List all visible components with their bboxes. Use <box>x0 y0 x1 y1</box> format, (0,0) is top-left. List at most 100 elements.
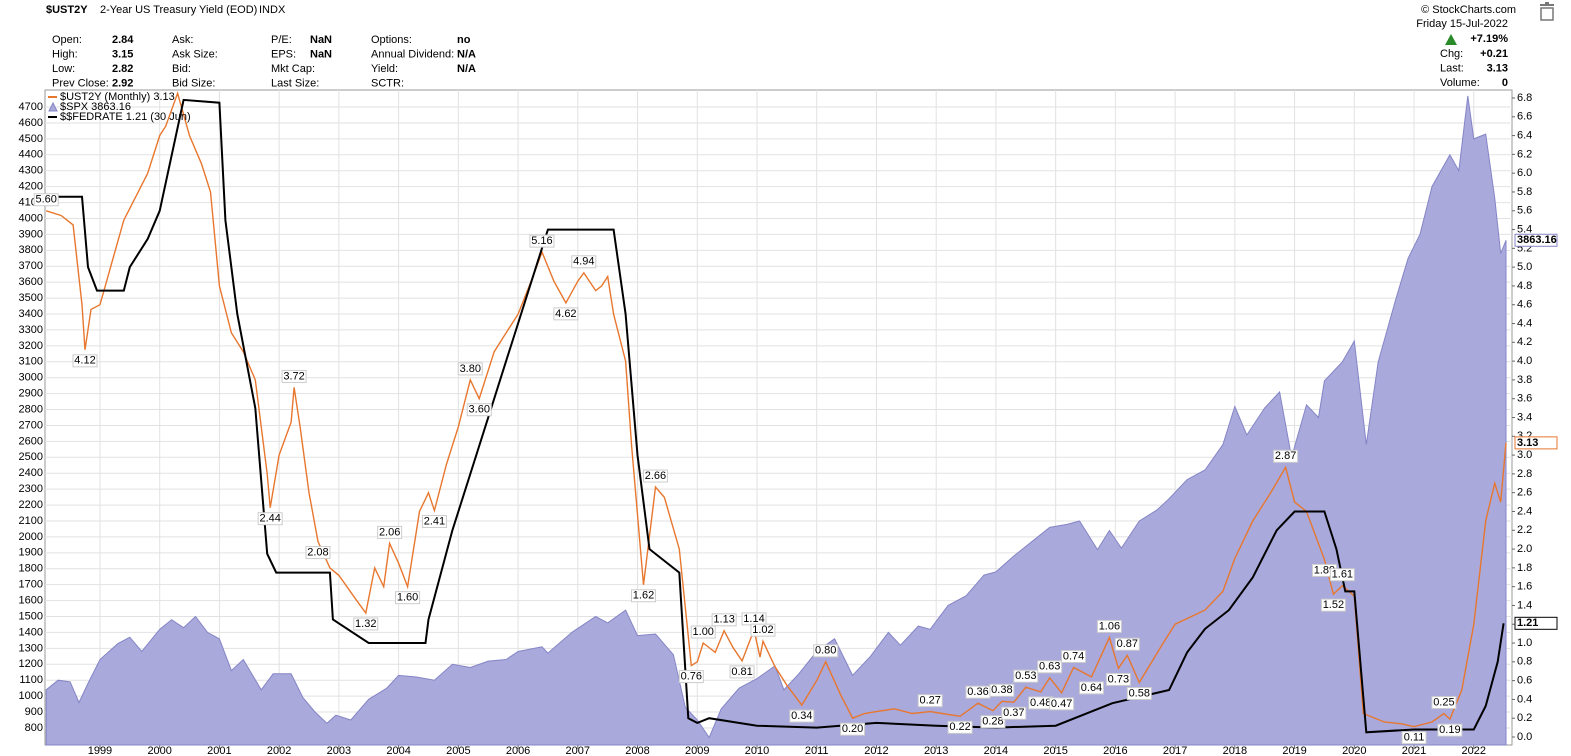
x-tick-label: 2011 <box>805 745 829 756</box>
y-tick-label: 2500 <box>19 451 43 463</box>
value-label-box <box>353 617 379 631</box>
y-tick-label: 3600 <box>19 276 43 288</box>
stat-label: EPS: <box>271 48 296 60</box>
y-tick-label: 800 <box>25 722 43 734</box>
y2-tick-label: 2.0 <box>1517 543 1532 555</box>
x-tick-label: 2001 <box>207 745 231 756</box>
y2-tick-label: 0.2 <box>1517 712 1532 724</box>
y2-tick-label: 6.6 <box>1517 111 1532 123</box>
stat-value: NaN <box>310 34 332 46</box>
value-label-text: 1.14 <box>743 613 764 625</box>
stat-label: Annual Dividend: <box>371 48 454 60</box>
y-tick-label: 1100 <box>19 674 43 686</box>
y2-tick-label: 1.8 <box>1517 562 1532 574</box>
value-label: 1.14 <box>741 612 767 626</box>
value-label: 1.62 <box>631 589 657 603</box>
value-label: 0.80 <box>813 644 839 658</box>
value-label-text: 0.58 <box>1129 687 1150 699</box>
x-tick-label: 2009 <box>685 745 709 756</box>
value-label: 0.87 <box>1114 637 1140 651</box>
value-label-box <box>1320 598 1346 612</box>
y2-tick-label: 2.4 <box>1517 505 1532 517</box>
x-tick-label: 2010 <box>745 745 769 756</box>
stat-value: no <box>457 34 471 46</box>
change-pct: +7.19% <box>1470 33 1508 45</box>
value-label: 1.06 <box>1096 619 1122 633</box>
y-tick-label: 3900 <box>19 228 43 240</box>
value-label-text: 1.89 <box>1314 564 1335 576</box>
line <box>46 98 1505 734</box>
y2-tick-label: 0.6 <box>1517 675 1532 687</box>
value-label-box <box>305 546 331 560</box>
value-label-text: 0.27 <box>920 695 941 707</box>
y-tick-label: 2200 <box>19 499 43 511</box>
trash-icon[interactable] <box>1540 2 1554 21</box>
y-tick-label: 2700 <box>19 419 43 431</box>
value-label: 3.80 <box>457 362 483 376</box>
value-label: 0.37 <box>1001 706 1027 720</box>
quote-label: Last: <box>1440 62 1464 74</box>
value-label: 1.02 <box>750 623 776 637</box>
quote-value: 3.13 <box>1487 62 1508 74</box>
value-label-text: 3.60 <box>469 404 490 416</box>
y2-tick-label: 6.0 <box>1517 167 1532 179</box>
value-label-box <box>1001 706 1027 720</box>
y2-tick-label: 5.0 <box>1517 261 1532 273</box>
value-label: 2.87 <box>1273 449 1299 463</box>
value-label-box <box>631 589 657 603</box>
value-label-box <box>1126 687 1152 701</box>
value-label-text: 2.08 <box>307 546 328 558</box>
y2-tick-label: 0.0 <box>1517 731 1532 743</box>
stat-label: SCTR: <box>371 77 404 89</box>
value-label-text: 0.25 <box>1433 696 1454 708</box>
value-label: 0.25 <box>1431 696 1457 710</box>
value-label-box <box>281 369 307 383</box>
y-tick-label: 2400 <box>19 467 43 479</box>
value-label-box <box>729 665 755 679</box>
value-label: 2.41 <box>421 515 447 529</box>
value-label: 1.52 <box>1320 598 1346 612</box>
y-tick-label: 1300 <box>19 642 43 654</box>
value-label-text: 1.00 <box>693 626 714 638</box>
legend-label: $UST2Y (Monthly) 3.13 <box>60 91 175 103</box>
quote-label: Chg: <box>1440 48 1463 60</box>
value-label-box <box>1431 696 1457 710</box>
value-label-text: 4.62 <box>555 308 576 320</box>
y2-tick-label: 2.6 <box>1517 487 1532 499</box>
y-tick-label: 3100 <box>19 356 43 368</box>
stat-value: 2.84 <box>112 34 134 46</box>
value-label-text: 0.76 <box>681 670 702 682</box>
value-label: 4.94 <box>571 255 597 269</box>
y-tick-label: 3300 <box>19 324 43 336</box>
y-tick-label: 3500 <box>19 292 43 304</box>
value-label-box <box>1105 672 1131 686</box>
value-label-box <box>750 623 776 637</box>
y-tick-label: 4300 <box>19 165 43 177</box>
y-tick-label: 1000 <box>19 690 43 702</box>
y-tick-label: 2800 <box>19 403 43 415</box>
y-tick-label: 3200 <box>19 340 43 352</box>
value-label-text: 3.72 <box>283 370 304 382</box>
value-label-text: 0.81 <box>731 666 752 678</box>
value-label-text: 0.34 <box>791 710 812 722</box>
y2-tick-label: 4.4 <box>1517 317 1532 329</box>
value-label: 0.81 <box>729 665 755 679</box>
x-tick-label: 2002 <box>267 745 291 756</box>
value-label-box <box>466 403 492 417</box>
value-label-box <box>989 683 1015 697</box>
value-label-text: 1.13 <box>713 614 734 626</box>
y2-tick-label: 4.8 <box>1517 280 1532 292</box>
up-arrow <box>1445 34 1457 45</box>
y2-tick-label: 4.2 <box>1517 336 1532 348</box>
y2-tick-label: 0.8 <box>1517 656 1532 668</box>
x-tick-label: 2017 <box>1163 745 1187 756</box>
plot <box>45 91 1507 746</box>
value-label-text: 2.41 <box>424 515 445 527</box>
value-label-box <box>840 722 866 736</box>
y2-tick-label: 4.6 <box>1517 299 1532 311</box>
y-tick-label: 3000 <box>19 372 43 384</box>
value-label-text: 3.80 <box>460 363 481 375</box>
value-label: 1.00 <box>690 625 716 639</box>
y2-tick-label: 6.4 <box>1517 129 1532 141</box>
quote-value: +0.21 <box>1480 48 1508 60</box>
